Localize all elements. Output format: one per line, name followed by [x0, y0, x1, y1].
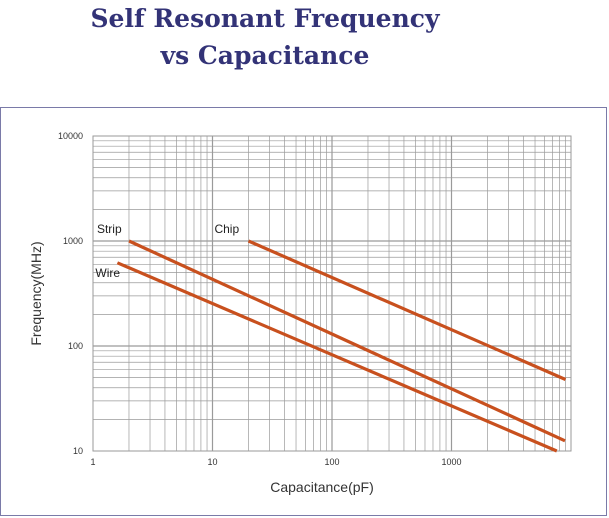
- x-tick-label: 10: [207, 457, 217, 467]
- series-line-wire: [116, 261, 558, 453]
- series-label-wire: Wire: [95, 266, 120, 280]
- y-axis-label: Frequency(MHz): [28, 241, 44, 345]
- series-label-chip: Chip: [214, 222, 239, 236]
- x-axis-label: Capacitance(pF): [270, 479, 374, 495]
- chart-title-line-1: Self Resonant Frequency: [90, 4, 440, 33]
- y-tick-label: 10000: [58, 131, 83, 141]
- series-label-strip: Strip: [97, 222, 122, 236]
- series-line-chip: [247, 239, 567, 381]
- y-tick-label: 100: [68, 341, 83, 351]
- chart-title-line-2: vs Capacitance: [160, 41, 370, 70]
- x-tick-label: 1000: [441, 457, 461, 467]
- y-tick-label: 1000: [63, 236, 83, 246]
- y-tick-label: 10: [73, 446, 83, 456]
- x-tick-label: 1: [90, 457, 95, 467]
- series-line-strip: [128, 239, 566, 443]
- chart-svg: 1 10 100 1000 10 100 1000 10000 Capacitance(pF) F…: [28, 131, 572, 495]
- chart-frame: 1 10 100 1000 10 100 1000 10000 Capacitance(pF) F…: [0, 107, 607, 516]
- x-tick-label: 100: [324, 457, 339, 467]
